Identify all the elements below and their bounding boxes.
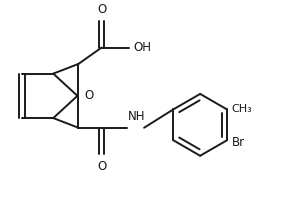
Text: O: O <box>97 160 106 173</box>
Text: O: O <box>84 89 93 102</box>
Text: OH: OH <box>133 41 151 54</box>
Text: Br: Br <box>232 136 245 149</box>
Text: O: O <box>97 3 106 16</box>
Text: CH₃: CH₃ <box>232 104 253 114</box>
Text: NH: NH <box>128 110 145 123</box>
